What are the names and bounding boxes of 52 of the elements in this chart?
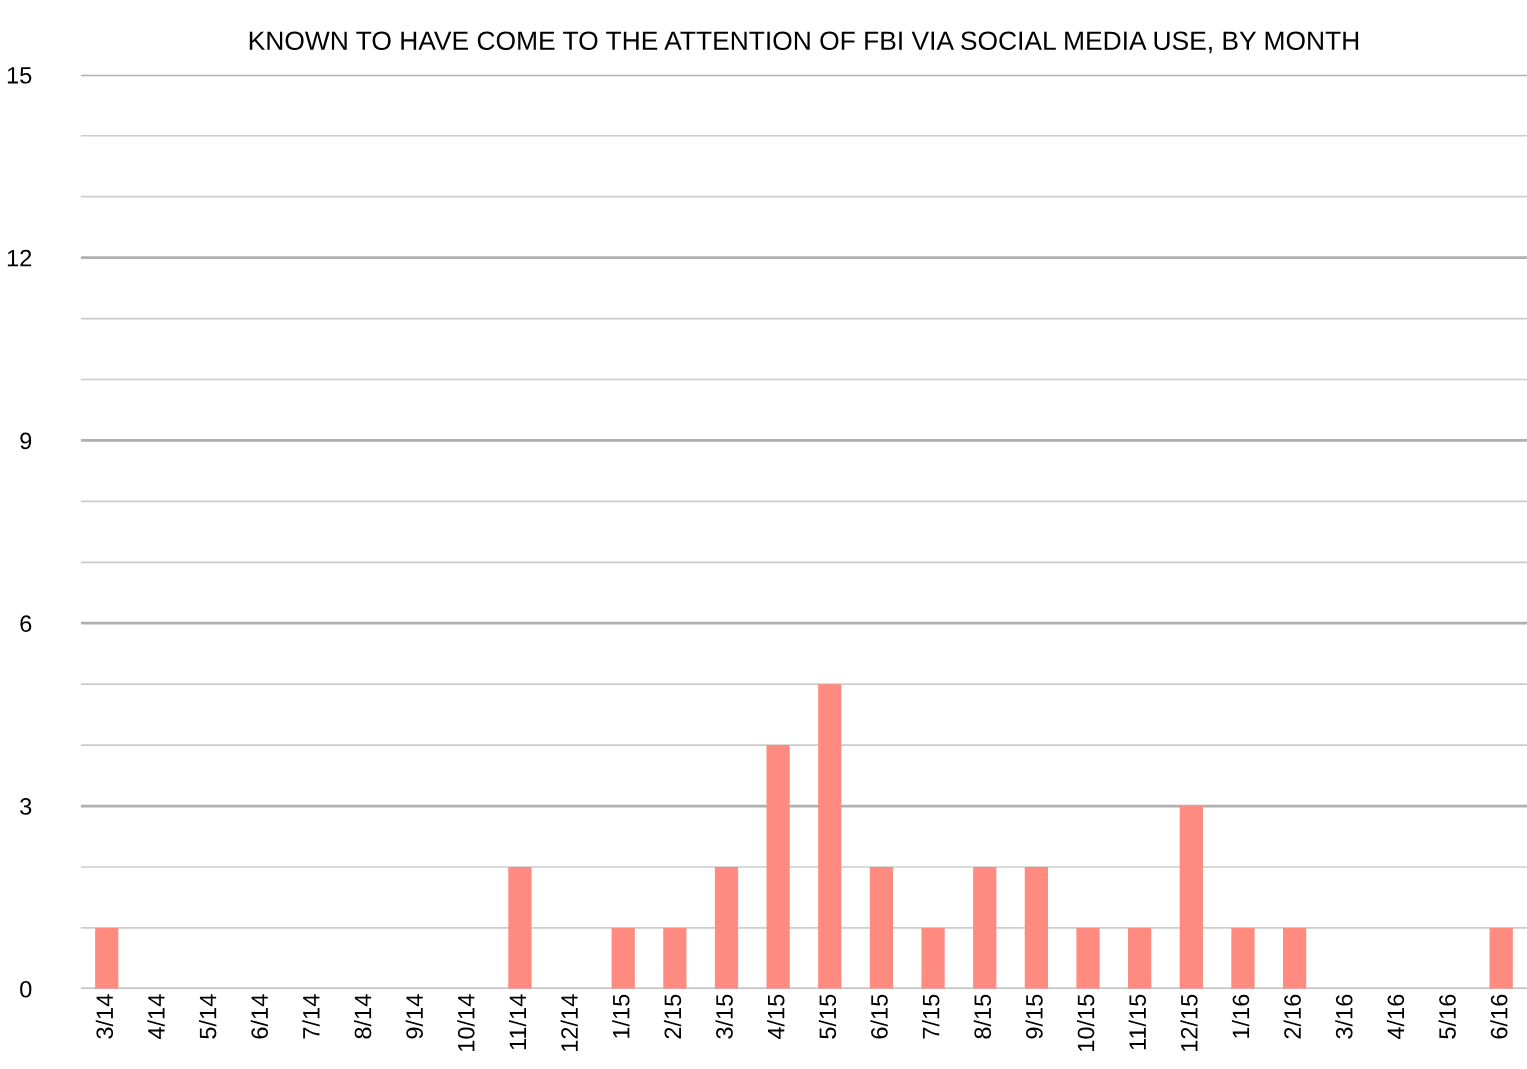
x-tick-label: 8/14: [353, 994, 372, 1039]
bar: [1024, 866, 1048, 989]
y-tick-label: 6: [20, 615, 32, 633]
chart-title: KNOWN TO HAVE COME TO THE ATTENTION OF FBI VIA SOCIAL MEDIA USE, BY MONTH: [249, 31, 1359, 54]
bar: [663, 927, 687, 989]
y-tick-label: 0: [20, 980, 32, 998]
x-tick-label: 9/15: [1025, 994, 1043, 1039]
bar: [921, 927, 945, 989]
x-tick-label: 5/15: [818, 994, 837, 1039]
bar: [714, 866, 739, 989]
x-tick-label: 1/15: [612, 994, 630, 1038]
x-tick-label: 11/15: [1128, 994, 1146, 1050]
y-tick-label: 15: [7, 67, 32, 84]
x-tick-label: 8/15: [973, 994, 992, 1039]
x-tick-label: 2/15: [663, 994, 682, 1039]
bar: [1179, 806, 1203, 989]
x-tick-label: 10/14: [457, 994, 475, 1051]
x-tick-label: 12/14: [560, 994, 578, 1051]
x-tick-label: 9/14: [405, 994, 423, 1039]
x-tick-label: 4/16: [1386, 994, 1405, 1040]
x-tick-label: 3/16: [1335, 994, 1353, 1039]
bar: [611, 927, 635, 989]
x-tick-label: 6/14: [250, 994, 269, 1039]
bar: [95, 927, 119, 989]
bar: [973, 866, 997, 989]
x-tick-label: 4/15: [767, 994, 785, 1040]
x-tick-label: 11/14: [508, 994, 527, 1050]
bar: [1231, 927, 1255, 989]
bar: [869, 866, 894, 989]
x-tick-label: 4/14: [147, 994, 165, 1040]
x-tick-label: 6/16: [1490, 994, 1508, 1039]
x-tick-label: 2/16: [1283, 994, 1301, 1039]
x-tick-label: 6/15: [870, 994, 888, 1039]
x-tick-label: 10/15: [1077, 994, 1095, 1051]
y-tick-label: 12: [7, 249, 32, 267]
bar: [508, 866, 532, 989]
x-tick-label: 7/15: [922, 994, 940, 1039]
x-tick-label: 7/14: [302, 994, 320, 1039]
bar: [1076, 927, 1100, 989]
y-tick-label: 9: [20, 432, 32, 450]
x-tick-label: 5/14: [199, 994, 217, 1039]
bar: [818, 684, 842, 989]
bar: [766, 745, 790, 989]
bar: [1128, 927, 1152, 989]
y-tick-label: 3: [20, 798, 32, 815]
x-tick-label: 1/16: [1231, 994, 1250, 1038]
x-tick-label: 12/15: [1180, 994, 1198, 1051]
x-tick-label: 3/14: [95, 994, 114, 1039]
x-tick-label: 3/15: [715, 994, 733, 1039]
bar: [1489, 927, 1513, 989]
bar: [1282, 927, 1307, 989]
x-tick-label: 5/16: [1438, 994, 1456, 1039]
